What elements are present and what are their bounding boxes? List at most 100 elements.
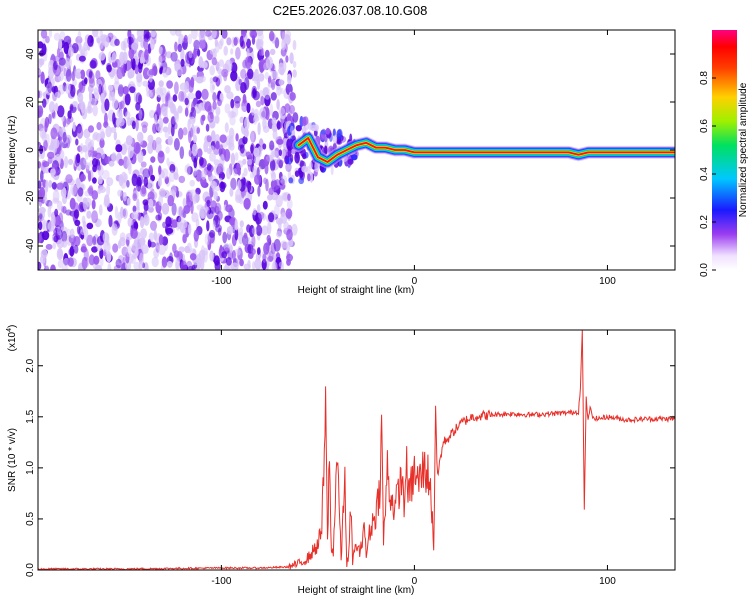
spectrogram-noise-cell <box>198 102 206 111</box>
spectrogram-noise-cell <box>39 127 47 139</box>
spectrogram-noise-cell <box>76 225 81 235</box>
spectrogram-noise-cell <box>165 227 174 234</box>
spectrogram-noise-cell <box>186 166 193 175</box>
spectrogram-noise-cell <box>287 145 292 158</box>
spectrogram-noise-cell <box>262 87 270 97</box>
spectrogram-noise-cell <box>135 92 142 105</box>
spectrogram-noise-cell <box>39 187 46 199</box>
spectrogram-noise-cell <box>285 162 292 172</box>
spectrogram-noise-cell <box>155 214 161 221</box>
spectrogram-noise-cell <box>131 211 139 220</box>
spectrogram-noise-cell <box>45 179 49 193</box>
spectrogram-noise-cell <box>218 59 225 67</box>
spectrogram-heatmap <box>38 30 675 270</box>
spectrogram-noise-cell <box>215 140 220 150</box>
spectrogram-noise-cell <box>154 114 158 125</box>
spectrogram-noise-cell <box>151 256 159 268</box>
colorbar-ticks: 0.0 0.2 0.4 0.6 0.8 <box>699 71 716 277</box>
spectrogram-noise-cell <box>231 250 236 261</box>
spectrogram-noise-cell <box>173 172 179 181</box>
spectrogram-noise-cell <box>56 200 63 211</box>
spectrogram-noise-cell <box>200 169 207 180</box>
snr-xtick-label: 0 <box>412 576 418 587</box>
spectrogram-noise-cell <box>135 179 142 192</box>
spectrogram-noise-cell <box>112 243 119 253</box>
snr-panel: -100 0 100 0.0 0.5 1.0 1.5 2.0 Height of straig… <box>6 325 676 596</box>
spectrogram-noise-cell <box>172 108 180 116</box>
spectrogram-noise-cell <box>258 211 265 220</box>
spectrogram-noise-cell <box>144 262 148 270</box>
spectrogram-noise-cell <box>295 125 302 132</box>
spectrogram-noise-cell <box>43 196 48 205</box>
spectrogram-noise-cell <box>267 221 272 235</box>
spectrogram-noise-cell <box>54 208 59 217</box>
spectrogram-noise-cell <box>173 110 179 120</box>
spectrogram-noise-cell <box>173 138 180 151</box>
spectrogram-noise-cell <box>56 105 65 118</box>
spectrogram-noise-cell <box>178 215 185 226</box>
spectrogram-noise-cell <box>94 264 102 270</box>
spectrogram-xtick-label: 0 <box>412 276 418 287</box>
spectrogram-noise-cell <box>136 131 144 143</box>
spectrogram-noise-cell <box>212 92 217 102</box>
spectrogram-noise-cell <box>158 244 166 256</box>
spectrogram-noise-cell <box>219 134 227 143</box>
spectrogram-noise-cell <box>239 116 245 124</box>
spectrogram-noise-cell <box>211 30 217 39</box>
spectrogram-noise-cell <box>38 198 43 207</box>
spectrogram-noise-cell <box>281 38 286 51</box>
spectrogram-noise-cell <box>149 241 156 248</box>
spectrogram-noise-cell <box>256 204 261 213</box>
spectrogram-noise-cell <box>136 72 143 83</box>
spectrogram-noise-cell <box>169 30 177 36</box>
spectrogram-noise-cell <box>256 40 264 50</box>
spectrogram-noise-cell <box>53 235 59 243</box>
spectrogram-noise-cell <box>199 259 205 270</box>
spectrogram-noise-cell <box>244 117 250 131</box>
spectrogram-noise-cell <box>98 175 103 185</box>
spectrogram-noise-cell <box>182 233 187 244</box>
spectrogram-noise-cell <box>117 189 123 197</box>
spectrogram-noise-cell <box>48 30 53 38</box>
snr-exponent-close: ) <box>7 325 18 328</box>
spectrogram-noise-cell <box>139 237 146 246</box>
spectrogram-noise-cell <box>271 171 276 181</box>
spectrogram-noise-cell <box>309 161 313 170</box>
spectrogram-noise-cell <box>76 126 84 139</box>
spectrogram-noise-cell <box>256 247 261 256</box>
spectrogram-noise-cell <box>212 220 216 230</box>
spectrogram-noise-cell <box>201 88 209 100</box>
spectrogram-noise-cell <box>115 258 122 269</box>
spectrogram-noise-cell <box>186 163 191 176</box>
spectrogram-noise-cell <box>174 41 178 52</box>
spectrogram-noise-cell <box>97 164 102 171</box>
spectrogram-noise-cell <box>123 37 130 49</box>
spectrogram-noise-cell <box>60 187 67 198</box>
spectrogram-noise-cell <box>184 245 190 254</box>
spectrogram-noise-cell <box>67 158 74 165</box>
spectrogram-noise-cell <box>69 197 76 210</box>
spectrogram-noise-cell <box>172 94 178 102</box>
spectrogram-noise-cell <box>47 205 52 218</box>
spectrogram-noise-cell <box>212 100 217 110</box>
spectrogram-noise-cell <box>261 225 269 236</box>
spectrogram-noise-cell <box>58 38 63 51</box>
spectrogram-noise-cell <box>285 208 293 219</box>
spectrogram-noise-cell <box>180 48 185 62</box>
spectrogram-noise-cell <box>141 244 149 255</box>
spectrogram-noise-cell <box>63 156 69 169</box>
spectrogram-noise-cell <box>267 194 273 201</box>
spectrogram-noise-cell <box>167 135 173 146</box>
spectrogram-noise-cell <box>146 90 154 98</box>
spectrogram-noise-cell <box>278 171 283 181</box>
spectrogram-noise-cell <box>176 215 182 223</box>
spectrogram-noise-cell <box>251 226 258 236</box>
spectrogram-noise-cell <box>351 154 358 161</box>
spectrogram-noise-cell <box>270 78 276 91</box>
colorbar-tick-label: 0.4 <box>699 167 710 181</box>
spectrogram-noise-cell <box>268 250 274 262</box>
spectrogram-noise-cell <box>167 122 172 135</box>
spectrogram-noise-cell <box>82 220 87 229</box>
spectrogram-noise-cell <box>111 152 117 162</box>
spectrogram-noise-cell <box>286 113 292 123</box>
